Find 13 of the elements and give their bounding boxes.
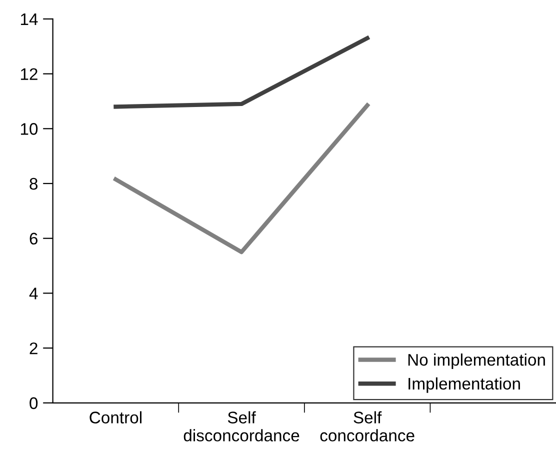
x-tick-label: Self disconcordance bbox=[184, 411, 300, 442]
y-tick-label: 4 bbox=[29, 288, 38, 300]
y-tick-label: 0 bbox=[30, 397, 38, 410]
y-tick-label: 6 bbox=[30, 232, 38, 245]
y-tick-label: 8 bbox=[30, 178, 38, 190]
x-tick-label: Self concordance bbox=[320, 411, 414, 442]
x-tick-label: Control bbox=[90, 411, 142, 424]
y-tick-label: 14 bbox=[20, 14, 38, 25]
y-tick-label: 2 bbox=[30, 342, 38, 354]
y-tick-label: 12 bbox=[20, 68, 38, 80]
legend-label: Implementation bbox=[408, 377, 520, 393]
legend-label: No implementation bbox=[408, 353, 545, 370]
y-tick-label: 10 bbox=[20, 123, 38, 135]
